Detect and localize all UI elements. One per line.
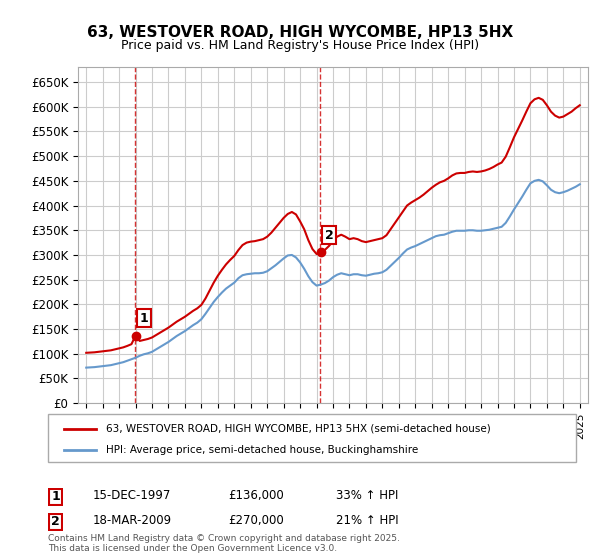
Text: £136,000: £136,000 [228, 489, 284, 502]
Text: 1: 1 [51, 490, 60, 503]
Text: HPI: Average price, semi-detached house, Buckinghamshire: HPI: Average price, semi-detached house,… [106, 445, 418, 455]
Text: 15-DEC-1997: 15-DEC-1997 [93, 489, 172, 502]
Text: Price paid vs. HM Land Registry's House Price Index (HPI): Price paid vs. HM Land Registry's House … [121, 39, 479, 52]
Text: 2: 2 [51, 515, 60, 529]
FancyBboxPatch shape [49, 514, 62, 530]
FancyBboxPatch shape [49, 489, 62, 505]
Text: 63, WESTOVER ROAD, HIGH WYCOMBE, HP13 5HX (semi-detached house): 63, WESTOVER ROAD, HIGH WYCOMBE, HP13 5H… [106, 424, 491, 433]
Text: 63, WESTOVER ROAD, HIGH WYCOMBE, HP13 5HX: 63, WESTOVER ROAD, HIGH WYCOMBE, HP13 5H… [87, 25, 513, 40]
Text: 33% ↑ HPI: 33% ↑ HPI [336, 489, 398, 502]
Text: 18-MAR-2009: 18-MAR-2009 [93, 514, 172, 528]
Text: 1: 1 [140, 312, 149, 325]
FancyBboxPatch shape [48, 414, 576, 462]
Text: Contains HM Land Registry data © Crown copyright and database right 2025.
This d: Contains HM Land Registry data © Crown c… [48, 534, 400, 553]
Text: £270,000: £270,000 [228, 514, 284, 528]
Text: 2: 2 [325, 228, 334, 242]
Text: 21% ↑ HPI: 21% ↑ HPI [336, 514, 398, 528]
